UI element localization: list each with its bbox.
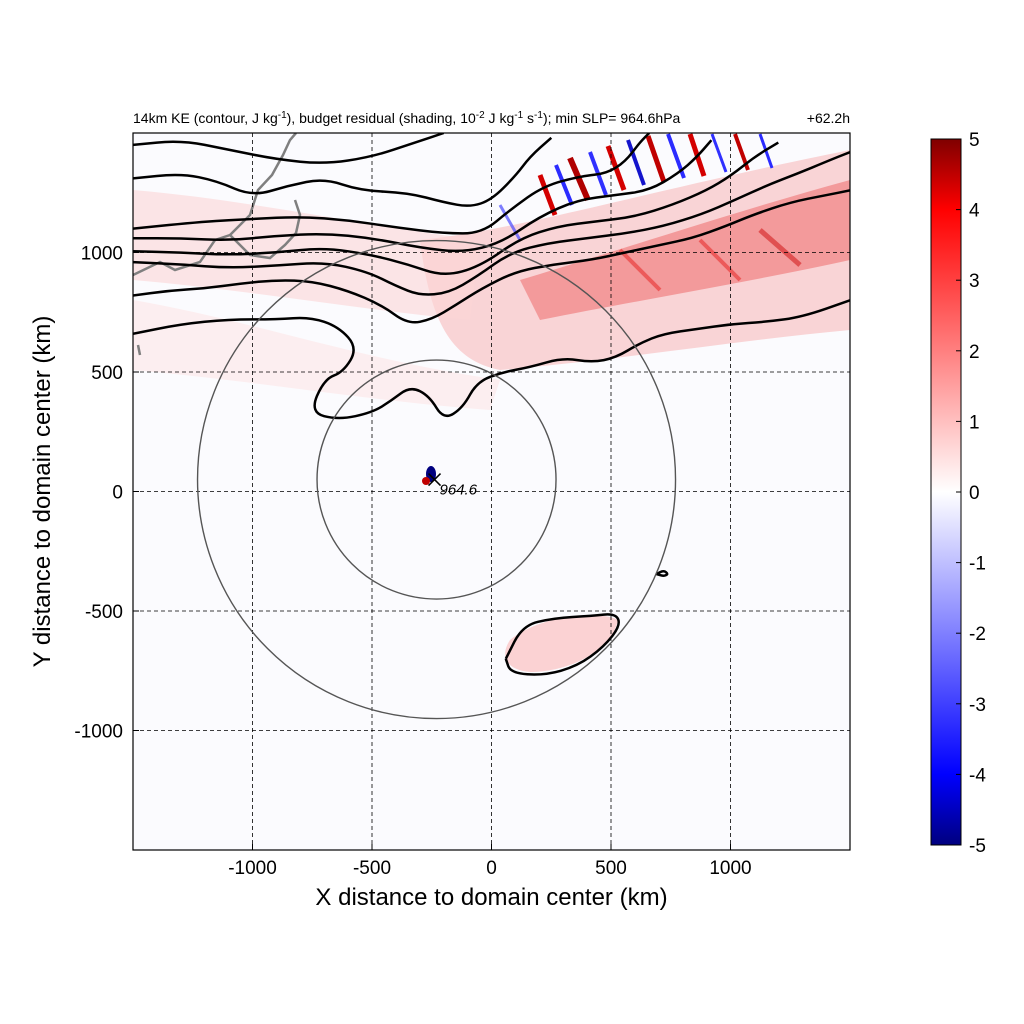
ke-contour-7 (133, 189, 850, 324)
plot-area: 964.6 (132, 132, 851, 851)
shading-streak-15 (698, 238, 742, 282)
colorbar-tick-label: 2 (969, 342, 980, 363)
colorbar: 5 4 3 2 1 0 -1 -2 -3 -4 -5 (930, 130, 986, 857)
grid-lines (133, 133, 850, 850)
x-tick-label: -500 (353, 858, 391, 879)
colorbar-tick-label: 4 (969, 201, 980, 222)
x-axis-title: X distance to domain center (km) (315, 884, 667, 911)
x-tick-label: 500 (595, 858, 627, 879)
colorbar-ticks: 5 4 3 2 1 0 -1 -2 -3 -4 -5 (956, 130, 986, 857)
ke-contour-3 (133, 133, 651, 235)
colorbar-tick-label: 0 (969, 483, 980, 504)
ke-contour-5 (133, 141, 779, 275)
y-axis-title: Y distance to domain center (km) (29, 316, 56, 668)
core-positive (422, 477, 430, 485)
y-tick-label: 0 (112, 483, 123, 504)
time-label: +62.2h (807, 110, 850, 126)
shading-streak-16 (758, 228, 802, 267)
ke-contour-8 (133, 299, 850, 420)
shading-south-patch (505, 615, 618, 672)
shading-streak-10 (710, 133, 728, 173)
ke-contour-6 (133, 150, 850, 296)
y-tick-label: 1000 (81, 244, 123, 265)
storm-center-marker: 964.6 (427, 473, 478, 499)
chart-title: 14km KE (contour, J kg-1), budget residu… (133, 110, 681, 127)
colorbar-tick-label: -5 (969, 836, 986, 857)
range-ring-1 (316, 359, 557, 600)
ke-contour-4 (133, 139, 713, 253)
min-slp-label: 964.6 (440, 482, 478, 499)
x-tick-label: 1000 (709, 858, 751, 879)
range-rings (196, 239, 677, 720)
shading-streak-13 (498, 204, 522, 241)
y-tick-label: 500 (91, 363, 123, 384)
shading-streak-7 (645, 135, 667, 183)
ke-contour-1 (133, 133, 445, 164)
ke-contour-2 (133, 136, 553, 207)
x-tick-label: -1000 (228, 858, 277, 879)
x-tick-label: 0 (486, 858, 497, 879)
colorbar-tick-label: -3 (969, 695, 986, 716)
y-axis-ticks: -1000 -500 0 500 1000 (74, 244, 139, 743)
shading-jet-core (520, 180, 850, 320)
shading-streak-14 (618, 248, 662, 292)
colorbar-tick-label: 3 (969, 271, 980, 292)
ke-contours (133, 133, 850, 676)
colorbar-tick-label: 5 (969, 130, 980, 151)
shading-streak-6 (626, 139, 646, 186)
ke-contour-9 (504, 613, 620, 676)
shading-south-band (133, 300, 500, 410)
colorbar-tick-label: -4 (969, 765, 986, 786)
shading-streak-2 (554, 164, 574, 206)
colorbar-tick-label: -2 (969, 624, 986, 645)
shading-streak-3 (567, 156, 591, 202)
x-axis-ticks: -1000 -500 0 500 1000 (228, 844, 752, 879)
storm-center-x (427, 473, 442, 487)
colorbar-tick-label: 1 (969, 412, 980, 433)
shading-streak-1 (537, 174, 558, 216)
colorbar-tick-label: -1 (969, 554, 986, 575)
range-ring-2 (196, 239, 677, 720)
y-tick-label: -500 (85, 602, 123, 623)
ke-contour-10 (655, 570, 669, 577)
y-tick-label: -1000 (74, 722, 123, 743)
